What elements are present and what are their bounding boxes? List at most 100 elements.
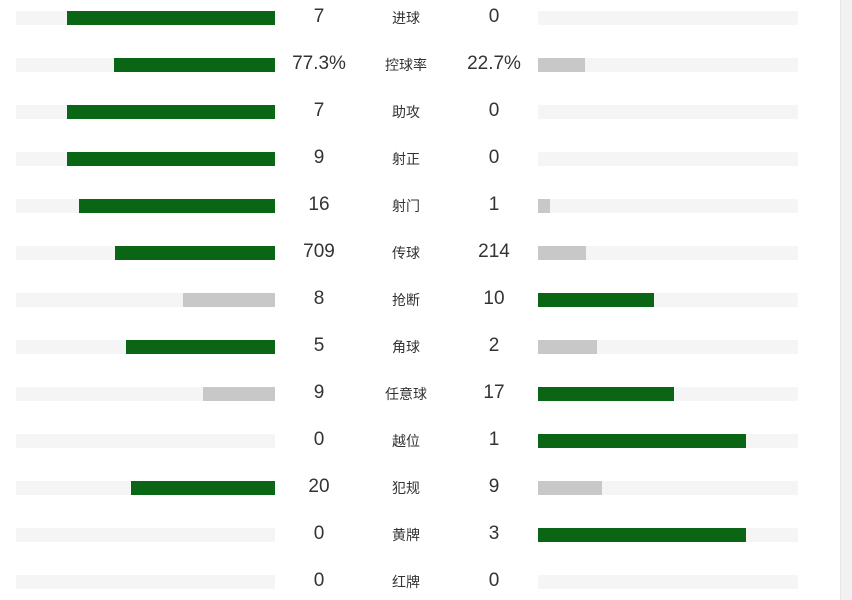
stat-label: 射正 xyxy=(392,151,420,167)
home-value: 9 xyxy=(313,147,325,168)
home-bar-track xyxy=(16,575,275,589)
stat-label: 角球 xyxy=(392,339,420,355)
stat-row: 20 犯规 9 xyxy=(0,476,840,497)
away-value: 0 xyxy=(488,570,500,591)
away-bar-track xyxy=(538,11,798,25)
stat-row: 8 抢断 10 xyxy=(0,288,840,309)
stat-label: 助攻 xyxy=(392,104,420,120)
away-value: 17 xyxy=(483,382,505,403)
away-bar-fill xyxy=(538,481,602,495)
away-value: 0 xyxy=(488,6,500,27)
home-bar-track xyxy=(16,528,275,542)
away-bar-fill xyxy=(538,528,746,542)
stat-row: 9 射正 0 xyxy=(0,147,840,168)
home-bar-fill xyxy=(67,105,275,119)
away-value: 1 xyxy=(488,429,500,450)
home-value: 7 xyxy=(313,6,325,27)
stat-row: 7 进球 0 xyxy=(0,6,840,27)
away-bar-track xyxy=(538,105,798,119)
stat-row: 709 传球 214 xyxy=(0,241,840,262)
stat-label: 射门 xyxy=(392,198,420,214)
stat-row: 0 越位 1 xyxy=(0,429,840,450)
away-value: 22.7% xyxy=(467,53,521,74)
stat-label: 黄牌 xyxy=(392,527,420,543)
away-bar-fill xyxy=(538,340,597,354)
stat-row: 5 角球 2 xyxy=(0,335,840,356)
scrollbar[interactable] xyxy=(840,0,852,600)
home-bar-track xyxy=(16,293,275,307)
home-bar-track xyxy=(16,199,275,213)
home-bar-fill xyxy=(79,199,275,213)
away-bar-track xyxy=(538,293,798,307)
home-bar-track xyxy=(16,434,275,448)
away-bar-fill xyxy=(538,434,746,448)
home-value: 16 xyxy=(308,194,330,215)
stat-label: 抢断 xyxy=(392,292,420,308)
home-value: 7 xyxy=(313,100,325,121)
home-bar-fill xyxy=(126,340,275,354)
home-value: 77.3% xyxy=(292,53,346,74)
home-bar-track xyxy=(16,340,275,354)
home-value: 5 xyxy=(313,335,325,356)
stat-label: 任意球 xyxy=(385,386,427,402)
home-bar-fill xyxy=(67,11,275,25)
home-bar-fill xyxy=(131,481,275,495)
away-bar-track xyxy=(538,152,798,166)
home-bar-fill xyxy=(114,58,275,72)
away-bar-track xyxy=(538,434,798,448)
stat-row: 9 任意球 17 xyxy=(0,382,840,403)
home-bar-track xyxy=(16,105,275,119)
home-value: 0 xyxy=(313,570,325,591)
away-bar-fill xyxy=(538,246,586,260)
away-bar-fill xyxy=(538,387,674,401)
home-bar-track xyxy=(16,58,275,72)
stat-label: 越位 xyxy=(392,433,420,449)
home-value: 0 xyxy=(313,523,325,544)
away-bar-track xyxy=(538,481,798,495)
away-value: 0 xyxy=(488,100,500,121)
away-bar-track xyxy=(538,575,798,589)
stat-row: 7 助攻 0 xyxy=(0,100,840,121)
away-bar-fill xyxy=(538,199,550,213)
home-bar-track xyxy=(16,481,275,495)
home-bar-track xyxy=(16,387,275,401)
away-bar-track xyxy=(538,528,798,542)
away-bar-fill xyxy=(538,58,585,72)
away-bar-track xyxy=(538,58,798,72)
away-value: 1 xyxy=(488,194,500,215)
home-bar-fill xyxy=(67,152,275,166)
stat-row: 0 黄牌 3 xyxy=(0,523,840,544)
stat-label: 传球 xyxy=(392,245,420,261)
home-bar-track xyxy=(16,246,275,260)
away-value: 3 xyxy=(488,523,500,544)
away-bar-fill xyxy=(538,293,654,307)
away-bar-track xyxy=(538,246,798,260)
stat-label: 犯规 xyxy=(392,480,420,496)
stat-label: 控球率 xyxy=(385,57,427,73)
home-bar-track xyxy=(16,11,275,25)
home-value: 709 xyxy=(303,241,335,262)
stat-label: 进球 xyxy=(392,10,420,26)
stat-row: 16 射门 1 xyxy=(0,194,840,215)
away-bar-track xyxy=(538,387,798,401)
stat-label: 红牌 xyxy=(392,574,420,590)
stat-row: 77.3% 控球率 22.7% xyxy=(0,53,840,74)
home-value: 20 xyxy=(308,476,330,497)
away-value: 9 xyxy=(488,476,500,497)
home-value: 8 xyxy=(313,288,325,309)
away-value: 2 xyxy=(488,335,500,356)
stat-row: 0 红牌 0 xyxy=(0,570,840,591)
away-bar-track xyxy=(538,340,798,354)
away-value: 0 xyxy=(488,147,500,168)
home-bar-track xyxy=(16,152,275,166)
home-bar-fill xyxy=(115,246,275,260)
home-bar-fill xyxy=(203,387,275,401)
away-value: 10 xyxy=(483,288,505,309)
home-value: 9 xyxy=(313,382,325,403)
home-value: 0 xyxy=(313,429,325,450)
away-bar-track xyxy=(538,199,798,213)
home-bar-fill xyxy=(183,293,275,307)
away-value: 214 xyxy=(478,241,510,262)
